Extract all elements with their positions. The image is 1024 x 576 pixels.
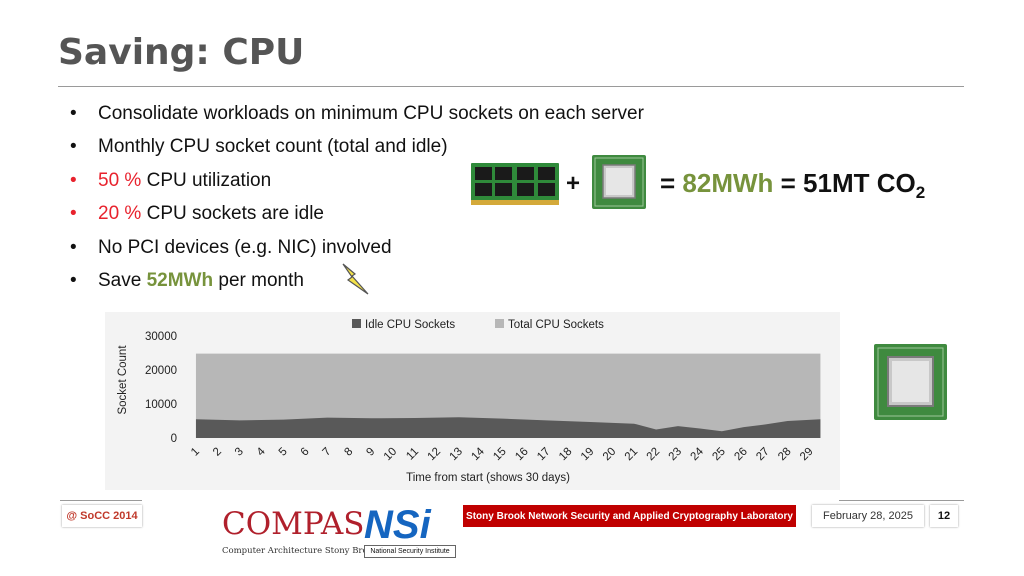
bullet-dot — [70, 167, 98, 200]
x-tick-label: 17 — [535, 446, 553, 464]
bullet-list: Consolidate workloads on minimum CPU soc… — [70, 100, 644, 300]
x-tick-label: 29 — [798, 446, 816, 464]
x-tick-label: 22 — [645, 446, 663, 464]
bullet-item: Monthly CPU socket count (total and idle… — [70, 133, 644, 166]
utilization-value: 50 % — [98, 169, 142, 191]
x-axis: 1 2 3 4 5 6 7 8 9 10 11 12 13 14 15 16 17 18 19 20 21 22 23 24 2… — [189, 445, 816, 463]
bullet-item: Save 52MWh per month — [70, 267, 644, 300]
series-area-total — [195, 353, 821, 438]
chart-svg: Idle CPU Sockets Total CPU Sockets 0 10000… — [117, 319, 821, 484]
x-tick-label: 6 — [299, 446, 312, 459]
energy-value: 82MWh — [682, 168, 774, 198]
footer-divider — [839, 500, 964, 501]
equation-middle: = 51MT CO — [773, 168, 916, 198]
x-tick-label: 4 — [255, 445, 268, 458]
bullet-item: 20 % CPU sockets are idle — [70, 200, 644, 233]
x-tick-label: 10 — [382, 446, 400, 464]
compas-logo: COMPAS Computer Architecture Stony Brook — [222, 506, 378, 558]
page-number: 12 — [930, 505, 958, 527]
event-label: @ SoCC 2014 — [62, 505, 142, 527]
x-tick-label: 5 — [277, 446, 290, 459]
x-axis-label: Time from start (shows 30 days) — [406, 472, 570, 484]
compas-logo-text: COMPAS — [222, 506, 365, 542]
bullet-dot — [70, 234, 98, 267]
cpu-chip-large-icon — [874, 344, 947, 420]
x-tick-label: 16 — [513, 446, 531, 464]
slide-date: February 28, 2025 — [812, 505, 924, 527]
idle-percentage-value: 20 % — [98, 203, 142, 225]
socket-count-chart: Idle CPU Sockets Total CPU Sockets 0 10000… — [105, 312, 840, 490]
nsi-logo-subtitle: National Security Institute — [364, 545, 456, 558]
bullet-dot — [70, 200, 98, 233]
bullet-dot — [70, 133, 98, 166]
savings-equation: = 82MWh = 51MT CO2 — [660, 168, 925, 203]
lab-name-banner: Stony Brook Network Security and Applied… — [463, 505, 796, 527]
series-area-idle — [195, 417, 821, 438]
x-tick-label: 18 — [557, 446, 575, 464]
cpu-chip-icon — [592, 155, 646, 209]
bullet-text: CPU sockets are idle — [141, 203, 324, 225]
y-tick-label: 30000 — [145, 331, 177, 343]
slide-title: Saving: CPU — [58, 32, 305, 73]
x-tick-label: 23 — [667, 446, 685, 464]
x-tick-label: 20 — [601, 446, 619, 464]
x-tick-label: 26 — [732, 446, 750, 464]
x-tick-label: 11 — [404, 446, 421, 463]
plus-sign: + — [566, 170, 581, 197]
bullet-text-suffix: per month — [213, 269, 304, 291]
legend-swatch — [495, 319, 504, 328]
y-tick-label: 10000 — [145, 399, 177, 411]
savings-value: 52MWh — [146, 269, 214, 291]
bullet-text: Monthly CPU socket count (total and idle… — [98, 136, 448, 158]
nsi-logo-text: NSi — [364, 503, 431, 547]
x-tick-label: 2 — [211, 446, 224, 459]
x-tick-label: 19 — [579, 446, 597, 464]
plot-area — [195, 353, 821, 438]
bullet-item: 50 % CPU utilization — [70, 167, 644, 200]
x-tick-label: 13 — [447, 446, 465, 464]
x-tick-label: 15 — [491, 446, 509, 464]
x-tick-label: 14 — [469, 445, 487, 463]
x-tick-label: 27 — [754, 446, 772, 464]
x-tick-label: 7 — [321, 446, 334, 459]
x-tick-label: 8 — [342, 446, 355, 459]
bullet-text-prefix: Save — [98, 269, 147, 291]
ram-module-icon — [471, 163, 559, 205]
x-tick-label: 21 — [623, 446, 641, 464]
x-tick-label: 12 — [426, 446, 444, 464]
footer-divider — [60, 500, 142, 501]
legend-label: Idle CPU Sockets — [365, 319, 455, 331]
y-tick-label: 0 — [171, 433, 177, 445]
y-axis: 0 10000 20000 30000 — [145, 331, 177, 445]
x-tick-label: 3 — [233, 446, 246, 459]
x-tick-label: 9 — [364, 446, 377, 459]
bullet-text: Consolidate workloads on minimum CPU soc… — [98, 103, 644, 124]
compas-logo-subtitle: Computer Architecture Stony Brook — [222, 546, 378, 556]
equation-prefix: = — [660, 168, 683, 198]
chart-legend: Idle CPU Sockets Total CPU Sockets — [352, 319, 604, 331]
legend-swatch — [352, 319, 361, 328]
bullet-item: Consolidate workloads on minimum CPU soc… — [70, 100, 644, 133]
bullet-dot — [70, 267, 98, 300]
y-axis-label: Socket Count — [117, 345, 129, 415]
bullet-item: No PCI devices (e.g. NIC) involved — [70, 234, 644, 267]
co2-subscript: 2 — [915, 183, 926, 203]
x-tick-label: 25 — [710, 446, 728, 464]
x-tick-label: 24 — [689, 445, 707, 463]
legend-label: Total CPU Sockets — [508, 319, 604, 331]
bullet-text: No PCI devices (e.g. NIC) involved — [98, 236, 392, 258]
lightning-bolt-icon — [342, 263, 369, 295]
title-divider — [58, 86, 964, 87]
bullet-dot — [70, 100, 98, 133]
nsi-logo: NSi National Security Institute — [364, 503, 456, 558]
x-tick-label: 28 — [776, 446, 794, 464]
y-tick-label: 20000 — [145, 365, 177, 377]
bullet-text: CPU utilization — [141, 169, 272, 191]
x-tick-label: 1 — [189, 446, 202, 459]
